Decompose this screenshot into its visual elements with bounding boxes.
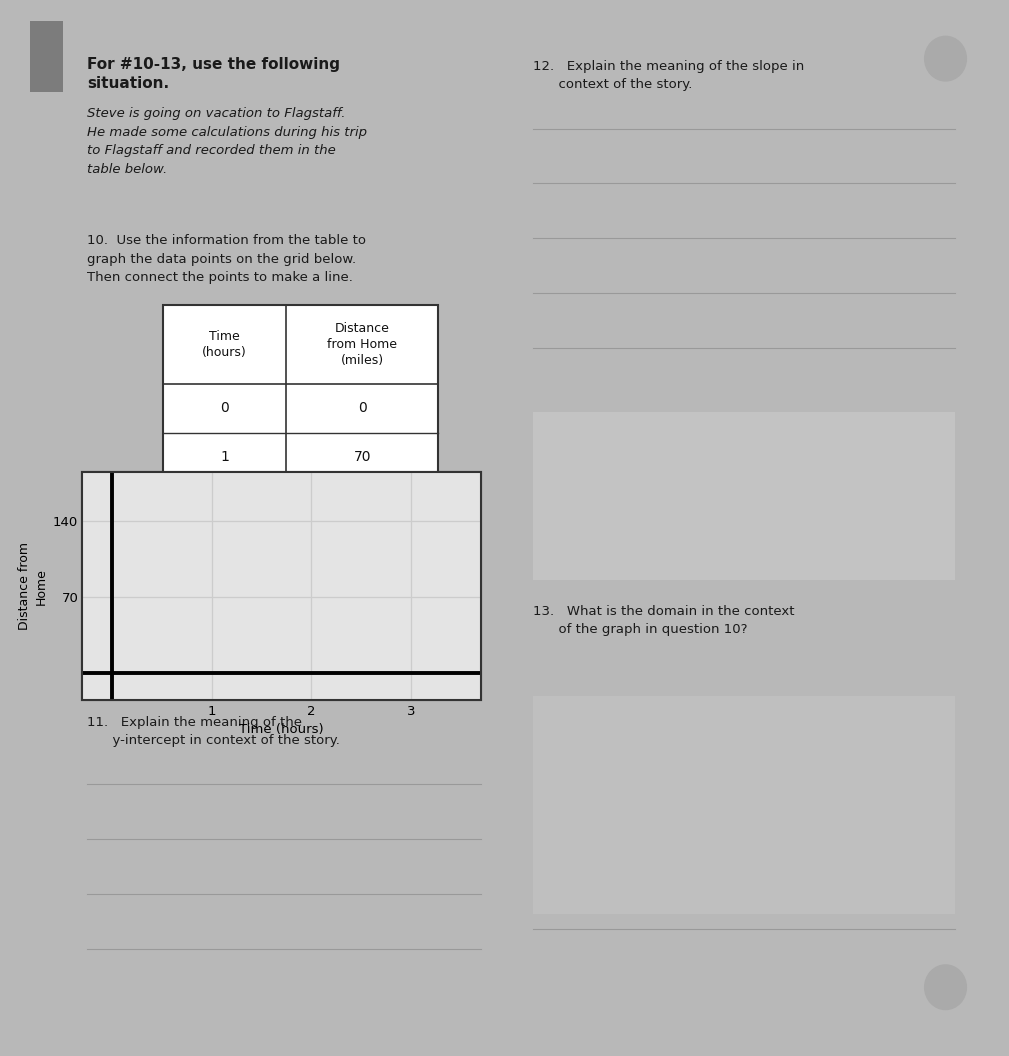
Text: 140: 140 — [349, 498, 375, 513]
Circle shape — [924, 36, 967, 81]
Text: 2: 2 — [220, 498, 229, 513]
Bar — [83, 472, 480, 700]
Bar — [533, 413, 955, 580]
Bar — [30, 21, 64, 92]
Y-axis label: Distance from
Home: Distance from Home — [18, 543, 47, 630]
Text: Steve is going on vacation to Flagstaff.
He made some calculations during his tr: Steve is going on vacation to Flagstaff.… — [87, 108, 367, 175]
Bar — [533, 696, 955, 914]
Circle shape — [924, 965, 967, 1010]
Text: 12.   Explain the meaning of the slope in
      context of the story.: 12. Explain the meaning of the slope in … — [533, 59, 804, 91]
Text: Time
(hours): Time (hours) — [203, 331, 247, 359]
Text: Distance
from Home
(miles): Distance from Home (miles) — [327, 322, 398, 367]
Text: 13.   What is the domain in the context
      of the graph in question 10?: 13. What is the domain in the context of… — [533, 605, 794, 636]
Text: 0: 0 — [358, 401, 366, 415]
Text: 1: 1 — [220, 450, 229, 464]
Bar — [163, 305, 438, 530]
Text: 0: 0 — [220, 401, 229, 415]
Text: For #10-13, use the following
situation.: For #10-13, use the following situation. — [87, 57, 340, 92]
X-axis label: Time (hours): Time (hours) — [239, 723, 324, 736]
Text: 11.   Explain the meaning of the
      y-intercept in context of the story.: 11. Explain the meaning of the y-interce… — [87, 716, 340, 747]
Text: 10.  Use the information from the table to
graph the data points on the grid bel: 10. Use the information from the table t… — [87, 234, 366, 284]
Text: 70: 70 — [353, 450, 371, 464]
Bar — [83, 472, 480, 700]
